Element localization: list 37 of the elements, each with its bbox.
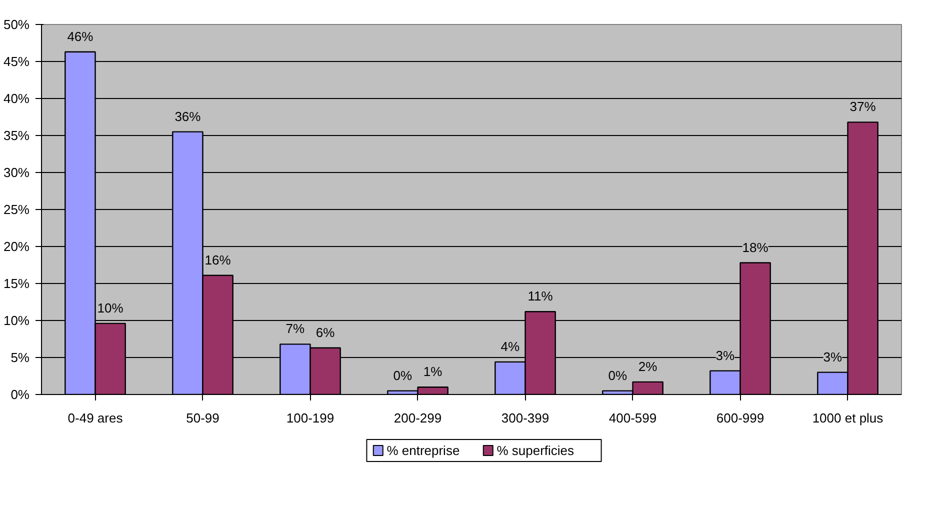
y-tick-label: 35% bbox=[3, 128, 30, 143]
legend-label: % superficies bbox=[496, 443, 575, 458]
data-label: 0% bbox=[393, 368, 413, 383]
y-tick-label: 0% bbox=[10, 387, 30, 402]
y-tick-label: 25% bbox=[3, 202, 30, 217]
data-label: 4% bbox=[500, 338, 520, 354]
legend-label: % entreprise bbox=[386, 443, 460, 458]
data-label: 46% bbox=[67, 28, 94, 44]
x-tick-label: 1000 et plus bbox=[812, 410, 884, 426]
data-label: 11% bbox=[528, 288, 554, 304]
data-label: 2% bbox=[638, 358, 658, 374]
data-label: 7% bbox=[286, 321, 306, 336]
x-tick-label: 600-999 bbox=[716, 410, 764, 426]
data-label: 0% bbox=[608, 368, 628, 383]
y-tick-label: 10% bbox=[3, 313, 30, 328]
data-label: 36% bbox=[174, 108, 202, 124]
x-tick-label: 50-99 bbox=[186, 410, 220, 426]
x-tick-label: 300-399 bbox=[501, 410, 550, 426]
x-tick-label: 200-299 bbox=[394, 410, 442, 426]
x-tick-label: 400-599 bbox=[608, 410, 657, 426]
y-tick-label: 45% bbox=[3, 54, 30, 69]
data-label: 16% bbox=[204, 252, 232, 268]
data-label: 3% bbox=[823, 349, 843, 364]
y-tick-label: 30% bbox=[3, 165, 30, 180]
data-label: 18% bbox=[742, 240, 769, 255]
y-tick-label: 15% bbox=[3, 276, 30, 291]
x-tick-label: 0-49 ares bbox=[68, 410, 124, 426]
data-label: 37% bbox=[850, 99, 876, 114]
y-tick-label: 5% bbox=[10, 350, 30, 365]
y-tick-label: 40% bbox=[3, 91, 30, 106]
x-tick-label: 100-199 bbox=[286, 410, 334, 426]
data-label: 3% bbox=[716, 348, 736, 363]
y-tick-label: 50% bbox=[3, 17, 30, 32]
data-label: 1% bbox=[423, 364, 443, 380]
data-label: 10% bbox=[97, 300, 124, 316]
data-label: 6% bbox=[316, 324, 336, 340]
y-tick-label: 20% bbox=[3, 239, 30, 254]
